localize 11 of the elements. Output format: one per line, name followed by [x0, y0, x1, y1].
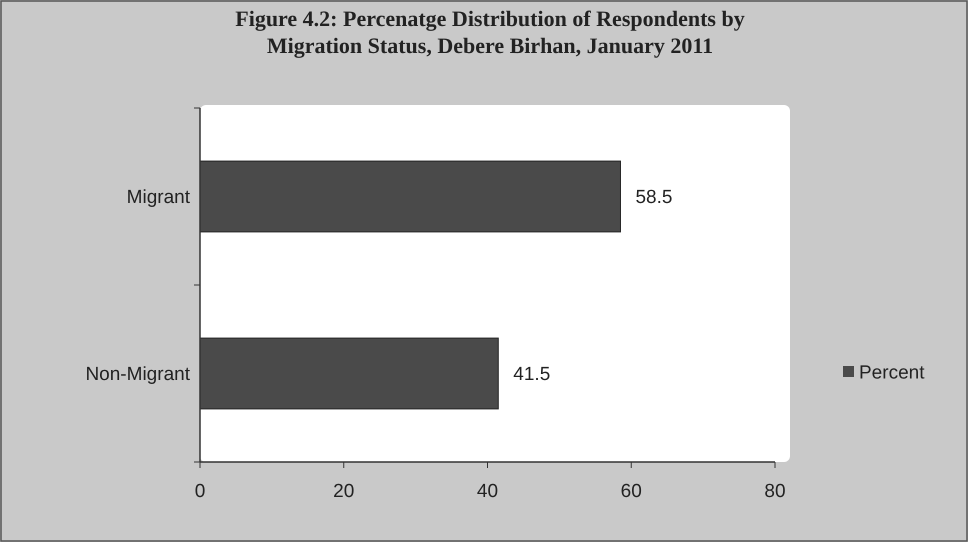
x-tick-label: 80	[764, 481, 786, 502]
x-tick-label: 60	[620, 481, 642, 502]
data-label: 41.5	[513, 364, 550, 386]
x-tick-label: 40	[476, 481, 498, 502]
legend-label: Percent	[859, 362, 926, 384]
y-tick-label: Non-Migrant	[85, 364, 191, 386]
x-tick-label: 20	[333, 481, 354, 502]
x-tick-label: 0	[194, 481, 206, 502]
chart-title: Figure 4.2: Percenatge Distribution of Respondents by Migration Status, Debere Birhan, January 2011	[235, 6, 745, 58]
y-tick-label: Migrant	[126, 187, 191, 208]
data-label: 58.5	[635, 187, 672, 208]
